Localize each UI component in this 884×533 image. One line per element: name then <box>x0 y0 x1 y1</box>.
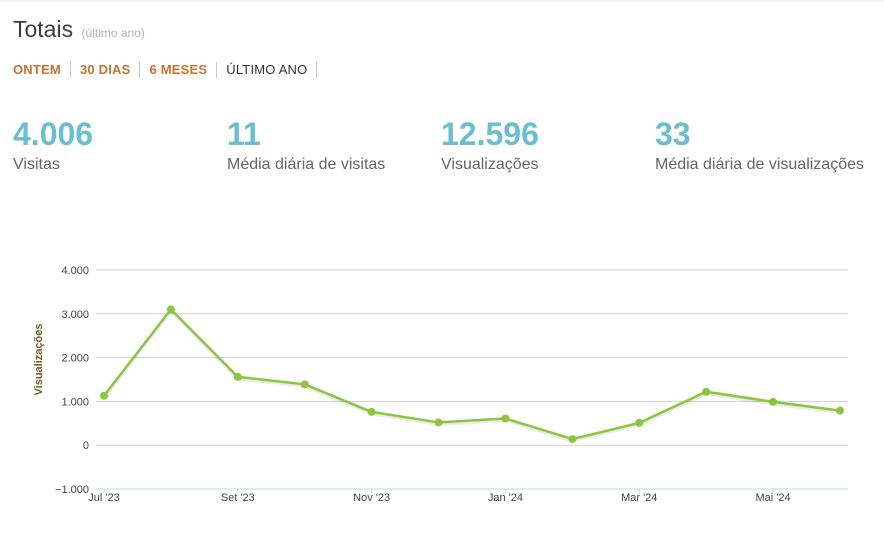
period-6-months[interactable]: 6 MESES <box>149 62 218 78</box>
top-divider <box>0 0 884 2</box>
stat-visits-label: Visitas <box>13 156 60 173</box>
stat-daily-views: 33 Média diária de visualizações <box>655 116 864 174</box>
stat-views-value: 12.596 <box>441 116 539 152</box>
data-point[interactable] <box>367 407 376 416</box>
y-tick-label: 2.000 <box>61 353 89 365</box>
period-30-days[interactable]: 30 DIAS <box>80 62 141 78</box>
stat-daily-visits: 11 Média diária de visitas <box>227 116 385 174</box>
data-point[interactable] <box>702 387 711 396</box>
page-title: Totais <box>13 16 74 42</box>
x-tick-label: Nov '23 <box>353 492 390 504</box>
period-yesterday[interactable]: ONTEM <box>13 62 71 78</box>
x-tick-label: Mar '24 <box>621 492 657 504</box>
data-point[interactable] <box>100 391 108 400</box>
stat-daily-visits-value: 11 <box>227 116 261 152</box>
data-point[interactable] <box>568 435 577 444</box>
stat-daily-visits-label: Média diária de visitas <box>227 156 386 173</box>
y-tick-label: 0 <box>83 440 89 452</box>
x-tick-label: Jul '23 <box>88 492 119 504</box>
y-tick-label: 4.000 <box>61 265 89 277</box>
period-last-year: ÚLTIMO ANO <box>226 62 318 78</box>
y-tick-label: 1.000 <box>61 396 89 408</box>
series-layer <box>100 305 844 444</box>
stat-daily-views-label: Média diária de visualizações <box>655 156 864 173</box>
y-axis-title: Visualizações <box>33 324 45 396</box>
data-point[interactable] <box>635 418 644 427</box>
y-axis-ticks: 4.000 3.000 2.000 1.000 0 −1.000 <box>55 265 89 496</box>
page-subtitle: (último ano) <box>81 26 145 40</box>
totals-header: Totais (último ano) <box>13 16 145 43</box>
data-point[interactable] <box>300 380 309 389</box>
data-point[interactable] <box>166 305 175 314</box>
views-line-chart: 4.000 3.000 2.000 1.000 0 −1.000 Jul '23 Set '… <box>33 265 848 504</box>
stat-visits: 4.006 Visitas <box>13 116 93 174</box>
data-point[interactable] <box>836 406 844 415</box>
y-tick-label: 3.000 <box>61 309 89 321</box>
x-tick-label: Set '23 <box>221 492 255 504</box>
stat-daily-views-value: 33 <box>655 116 691 152</box>
x-tick-label: Jan '24 <box>488 492 523 504</box>
y-tick-label: −1.000 <box>55 484 89 496</box>
chart-gridlines <box>96 269 848 490</box>
stat-visits-value: 4.006 <box>13 116 94 152</box>
x-tick-label: Mai '24 <box>756 492 791 504</box>
data-point[interactable] <box>233 372 242 381</box>
data-point[interactable] <box>501 414 510 423</box>
stat-views: 12.596 Visualizações <box>441 116 539 174</box>
series-line-shadow <box>102 309 841 443</box>
period-selector: ONTEM 30 DIAS 6 MESES ÚLTIMO ANO <box>13 62 326 78</box>
data-point[interactable] <box>769 397 778 406</box>
x-axis-ticks: Jul '23 Set '23 Nov '23 Jan '24 Mar '24 Mai '… <box>88 489 791 504</box>
data-point[interactable] <box>434 418 443 427</box>
series-line <box>102 308 842 441</box>
stat-views-label: Visualizações <box>441 156 539 173</box>
